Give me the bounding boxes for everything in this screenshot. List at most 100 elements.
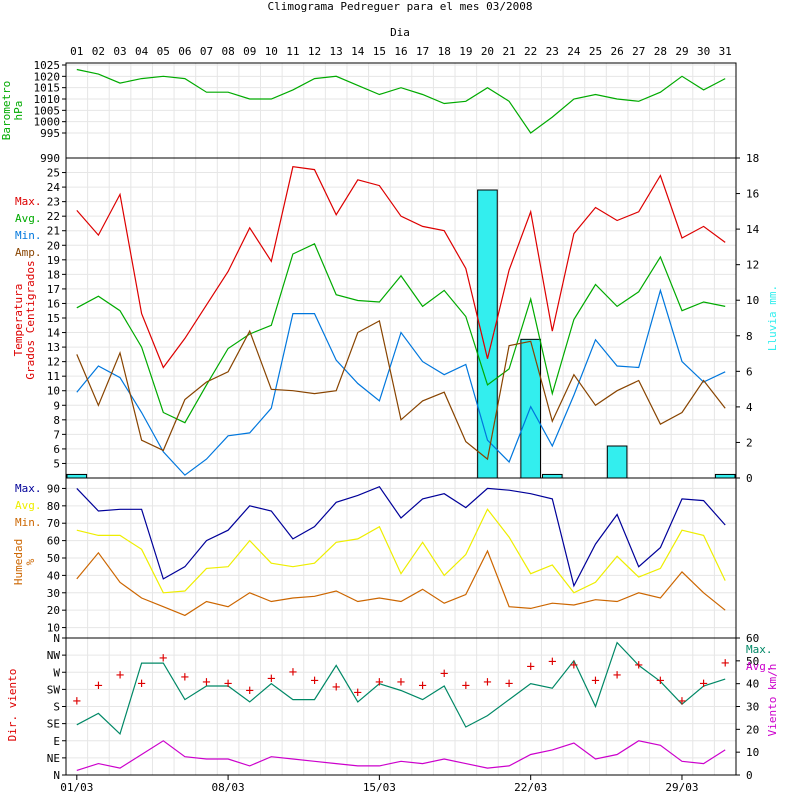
y2-tick-label: 8 (746, 330, 753, 343)
y-tick-label: 70 (47, 517, 60, 530)
y2-tick-label: 10 (746, 746, 759, 759)
y2-tick-label: 2 (746, 436, 753, 449)
y-tick-label: 15 (47, 312, 60, 325)
rain-bars (66, 189, 736, 479)
y-tick-label: 6 (53, 443, 60, 456)
y-tick-label: 1010 (34, 93, 61, 106)
day-tick-label: 09 (243, 45, 256, 58)
panel-frames (62, 62, 740, 780)
wind-legend-item: Avg. (746, 660, 773, 673)
y-tick-label: 5 (53, 457, 60, 470)
wind-direction-mark: + (678, 693, 686, 709)
y-tick-label: 1000 (34, 116, 61, 129)
y-tick-label: 80 (47, 500, 60, 513)
day-tick-label: 10 (265, 45, 278, 58)
y-tick-label: 1020 (34, 70, 61, 83)
wind-direction-ylabel-line: Dir. viento (6, 669, 19, 742)
y-tick-label: SW (47, 683, 61, 696)
y-tick-label: 1005 (34, 104, 61, 117)
series-lines (76, 68, 726, 771)
wind-direction-mark: + (332, 680, 340, 696)
wind-direction-mark: + (526, 659, 534, 675)
y-tick-label: 11 (47, 370, 60, 383)
y-tick-label: 90 (47, 482, 60, 495)
date-tick-label: 01/03 (60, 781, 93, 794)
grid-layer (65, 63, 737, 776)
wind-direction-mark: + (418, 678, 426, 694)
wind-direction-mark: + (440, 666, 448, 682)
wind-direction-mark: + (699, 676, 707, 692)
wind-direction-mark: + (267, 671, 275, 687)
y-tick-label: 14 (47, 327, 61, 340)
day-tick-label: 04 (135, 45, 149, 58)
y2-tick-label: 12 (746, 259, 759, 272)
day-tick-label: 06 (178, 45, 191, 58)
y-tick-label: 25 (47, 167, 60, 180)
y-tick-label: 1025 (34, 59, 61, 72)
humidity-ylabel-line: % (24, 558, 37, 565)
y-tick-label: 40 (47, 569, 60, 582)
y2-tick-label: 16 (746, 188, 759, 201)
y-tick-label: 21 (47, 225, 60, 238)
day-tick-label: 05 (157, 45, 170, 58)
wind-direction-mark: + (224, 676, 232, 692)
y2-tick-label: 0 (746, 472, 753, 485)
temperature-line (76, 319, 726, 461)
y-tick-label: 18 (47, 268, 60, 281)
wind-direction-mark: + (375, 675, 383, 691)
day-tick-label: 21 (502, 45, 515, 58)
top-axis-label: Dia (390, 26, 410, 39)
day-tick-label: 20 (481, 45, 494, 58)
y-tick-label: NE (47, 752, 60, 765)
wind-direction-mark: + (159, 651, 167, 667)
y2-tick-label: 20 (746, 723, 759, 736)
day-tick-label: 03 (113, 45, 126, 58)
humidity-legend-item: Min. (15, 516, 42, 529)
wind-direction-mark: + (116, 668, 124, 684)
wind-direction-mark: + (548, 654, 556, 670)
day-tick-label: 12 (308, 45, 321, 58)
y-tick-label: 16 (47, 297, 60, 310)
y-tick-label: 23 (47, 196, 60, 209)
wind-direction-mark: + (397, 675, 405, 691)
y-tick-label: 13 (47, 341, 60, 354)
y-tick-label: 12 (47, 356, 60, 369)
y2-tick-label: 4 (746, 401, 753, 414)
y2-tick-label: 6 (746, 365, 753, 378)
y-tick-label: N (53, 769, 60, 782)
wind-direction-mark: + (181, 669, 189, 685)
wind-direction-mark: + (202, 675, 210, 691)
wind-speed-ylabel: Viento km/h (766, 664, 779, 737)
wind-direction-marks: + + + + + + + + + + + + + + + + + + + + + + + + + + + + + + + (73, 651, 730, 710)
wind-direction-mark: + (73, 693, 81, 709)
y-tick-label: 30 (47, 587, 60, 600)
temperature-ylabel-line: Temperatura (12, 284, 25, 357)
y-tick-label: 60 (47, 535, 60, 548)
day-tick-label: 24 (567, 45, 581, 58)
temperature-line (76, 288, 726, 476)
rain-bar (606, 445, 628, 479)
wind-speed-ylabel-line: Viento km/h (766, 664, 779, 737)
day-tick-label: 17 (416, 45, 429, 58)
y-tick-label: 50 (47, 552, 60, 565)
wind-speed-line (76, 740, 726, 771)
date-tick-label: 15/03 (363, 781, 396, 794)
y-tick-label: 8 (53, 414, 60, 427)
date-tick-label: 29/03 (665, 781, 698, 794)
humidity-legend-item: Max. (15, 482, 42, 495)
wind-direction-mark: + (462, 678, 470, 694)
day-tick-label: 08 (221, 45, 234, 58)
wind-direction-ylabel: Dir. viento (6, 669, 19, 742)
panel-frame (65, 637, 737, 776)
rain-ylabel: Lluvia mm. (766, 285, 779, 351)
y-tick-label: 17 (47, 283, 60, 296)
temperature-legend-item: Max. (15, 195, 42, 208)
wind-direction-mark: + (310, 673, 318, 689)
day-tick-label: 18 (438, 45, 451, 58)
humidity-ylabel: Humedad% (12, 539, 37, 585)
day-tick-label: 15 (373, 45, 386, 58)
pressure-ylabel-line: hPa (12, 101, 25, 121)
y-tick-label: 24 (47, 181, 61, 194)
y2-tick-label: 50 (746, 655, 759, 668)
y-tick-label: S (53, 701, 60, 714)
